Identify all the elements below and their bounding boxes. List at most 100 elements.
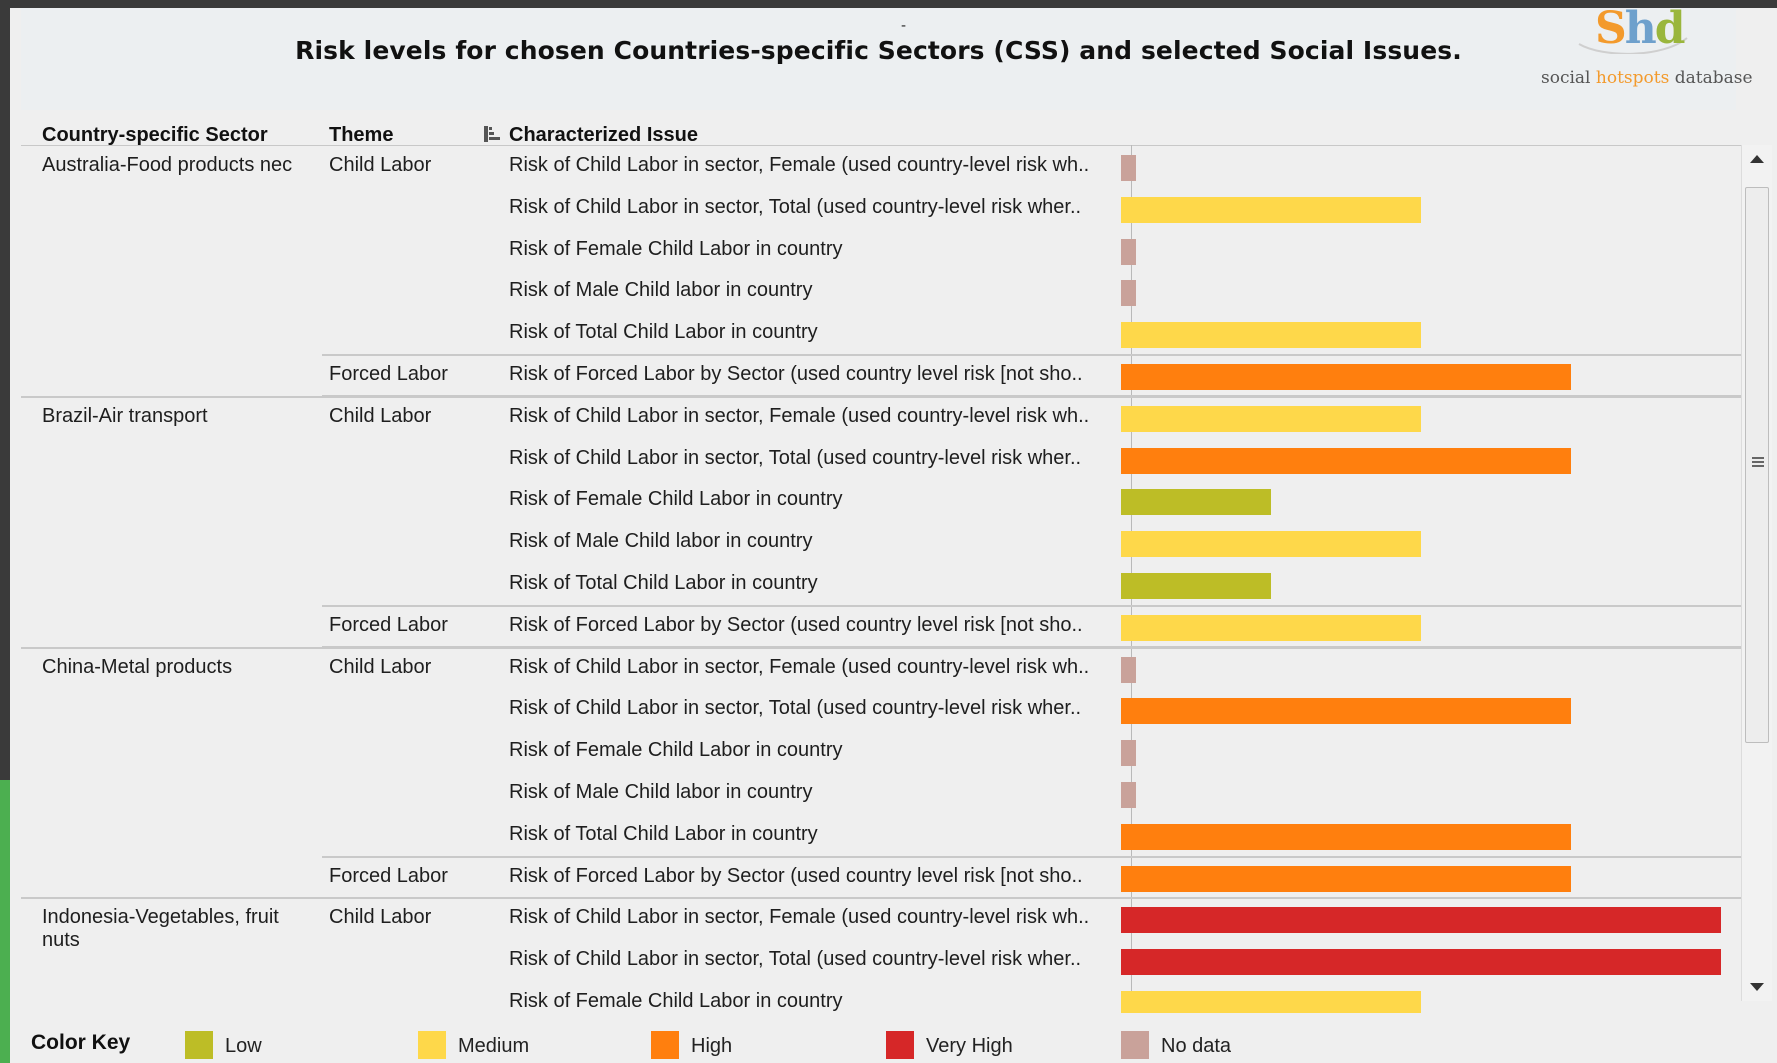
legend-label: No data [1161, 1035, 1232, 1057]
issue-cell: Risk of Total Child Labor in country [509, 822, 818, 845]
table-row: Forced Labor Risk of Forced Labor by Sect… [21, 855, 1741, 899]
table-row: Forced Labor Risk of Forced Labor by Sect… [21, 354, 1741, 397]
issue-cell: Risk of Forced Labor by Sector (used cou… [509, 363, 1083, 385]
risk-bar[interactable] [1121, 698, 1571, 725]
table-row: Risk of Total Child Labor in country [21, 816, 1741, 855]
table-row: Risk of Total Child Labor in country [21, 314, 1741, 353]
issue-cell: Risk of Female Child Labor in country [509, 739, 843, 762]
risk-table: Australia-Food products nec Child Labor Ri… [21, 145, 1741, 1013]
sector-separator [21, 897, 1741, 900]
table-row: Risk of Child Labor in sector, Total (us… [21, 440, 1741, 479]
logo-mark: Shd [1595, 8, 1686, 54]
risk-bar[interactable] [1121, 865, 1571, 892]
title-dash: - [901, 18, 907, 34]
issue-cell: Risk of Female Child Labor in country [509, 990, 843, 1012]
risk-bar[interactable] [1121, 489, 1271, 516]
issue-cell: Risk of Child Labor in sector, Female (u… [509, 154, 1090, 176]
scroll-up-arrow-icon[interactable] [1750, 155, 1764, 163]
table-row: Risk of Male Child labor in country [21, 774, 1741, 813]
legend-swatch [418, 1031, 446, 1059]
theme-cell: Child Labor [329, 404, 432, 427]
chart-title: Risk levels for chosen Countries-specifi… [295, 36, 1462, 65]
risk-bar[interactable] [1121, 991, 1421, 1013]
risk-bar[interactable] [1121, 907, 1721, 934]
table-row: Risk of Female Child Labor in country [21, 231, 1741, 270]
risk-bar[interactable] [1121, 740, 1136, 767]
table-row: Australia-Food products nec Child Labor Ri… [21, 147, 1741, 186]
issue-cell: Risk of Female Child Labor in country [509, 488, 843, 511]
legend-title: Color Key [31, 1031, 131, 1054]
legend-label: High [691, 1035, 733, 1057]
color-key-legend: Color Key Low Medium High Very High No data [21, 1023, 1721, 1063]
risk-bar[interactable] [1121, 155, 1136, 181]
sector-cell: Indonesia-Vegetables, fruit nuts [42, 906, 279, 952]
risk-bar[interactable] [1121, 573, 1271, 599]
sector-separator [21, 646, 1741, 649]
sort-icon[interactable] [483, 126, 501, 142]
sector-cell: Australia-Food products nec [42, 154, 293, 176]
risk-bar[interactable] [1121, 322, 1421, 349]
issue-cell: Risk of Forced Labor by Sector (used cou… [509, 864, 1083, 887]
table-row: China-Metal products Child Labor Risk of C… [21, 646, 1741, 688]
theme-cell: Child Labor [329, 154, 432, 176]
table-row: Risk of Male Child labor in country [21, 272, 1741, 311]
issue-cell: Risk of Male Child labor in country [509, 781, 813, 803]
issue-cell: Risk of Child Labor in sector, Total (us… [509, 446, 1082, 469]
issue-cell: Risk of Male Child labor in country [509, 530, 813, 553]
risk-bar[interactable] [1121, 447, 1571, 474]
table-row: Brazil-Air transport Child Labor Risk of C… [21, 395, 1741, 437]
issue-cell: Risk of Total Child Labor in country [509, 572, 818, 594]
table-row: Risk of Child Labor in sector, Total (us… [21, 690, 1741, 729]
risk-bar[interactable] [1121, 614, 1421, 641]
legend-swatch [651, 1031, 679, 1059]
issue-cell: Risk of Child Labor in sector, Total (us… [509, 948, 1082, 971]
issue-cell: Risk of Forced Labor by Sector (used cou… [509, 613, 1083, 636]
issue-cell: Risk of Female Child Labor in country [509, 237, 843, 260]
column-header-sector[interactable]: Country-specific Sector [42, 124, 268, 146]
risk-bar[interactable] [1121, 196, 1421, 223]
theme-cell: Child Labor [329, 906, 432, 929]
scroll-down-arrow-icon[interactable] [1750, 983, 1764, 991]
legend-swatch [185, 1031, 213, 1059]
theme-cell: Forced Labor [329, 363, 448, 385]
background-edge [0, 780, 10, 1063]
risk-bar[interactable] [1121, 405, 1421, 432]
scrollbar-thumb[interactable] [1745, 187, 1769, 743]
logo-swoosh-icon [1578, 37, 1688, 54]
table-row: Risk of Child Labor in sector, Total (us… [21, 189, 1741, 228]
risk-bar[interactable] [1121, 531, 1421, 558]
theme-separator [322, 604, 1741, 607]
table-row: Forced Labor Risk of Forced Labor by Sect… [21, 604, 1741, 648]
theme-separator [322, 354, 1741, 356]
scroll-grip-icon [1752, 457, 1764, 467]
viz-frame: - Risk levels for chosen Countries-speci… [10, 8, 1777, 1063]
risk-bar[interactable] [1121, 280, 1136, 307]
sector-separator [21, 395, 1741, 398]
risk-bar[interactable] [1121, 823, 1571, 850]
vertical-scrollbar[interactable] [1741, 145, 1772, 1001]
table-row: Risk of Female Child Labor in country [21, 732, 1741, 771]
column-headers: Country-specific Sector Theme Characteri… [21, 120, 1541, 146]
sector-cell: Brazil-Air transport [42, 404, 208, 427]
table-row: Risk of Female Child Labor in country [21, 983, 1741, 1013]
theme-separator [322, 855, 1741, 858]
issue-cell: Risk of Child Labor in sector, Female (u… [509, 655, 1090, 678]
legend-swatch [886, 1031, 914, 1059]
column-header-issue[interactable]: Characterized Issue [509, 124, 698, 146]
legend-label: Medium [458, 1035, 530, 1057]
risk-bar[interactable] [1121, 238, 1136, 265]
risk-bar[interactable] [1121, 782, 1136, 808]
table-row: Risk of Child Labor in sector, Total (us… [21, 941, 1741, 980]
risk-bar[interactable] [1121, 949, 1721, 976]
risk-bar[interactable] [1121, 364, 1571, 390]
issue-cell: Risk of Child Labor in sector, Total (us… [509, 697, 1082, 720]
table-row: Risk of Male Child labor in country [21, 523, 1741, 562]
issue-cell: Risk of Total Child Labor in country [509, 321, 818, 344]
sector-cell: China-Metal products [42, 655, 233, 678]
column-header-theme[interactable]: Theme [329, 124, 394, 146]
legend-label: Very High [926, 1035, 1013, 1057]
table-top-border [21, 145, 1741, 146]
risk-bar[interactable] [1121, 656, 1136, 683]
theme-cell: Forced Labor [329, 864, 448, 887]
issue-cell: Risk of Child Labor in sector, Female (u… [509, 404, 1090, 427]
